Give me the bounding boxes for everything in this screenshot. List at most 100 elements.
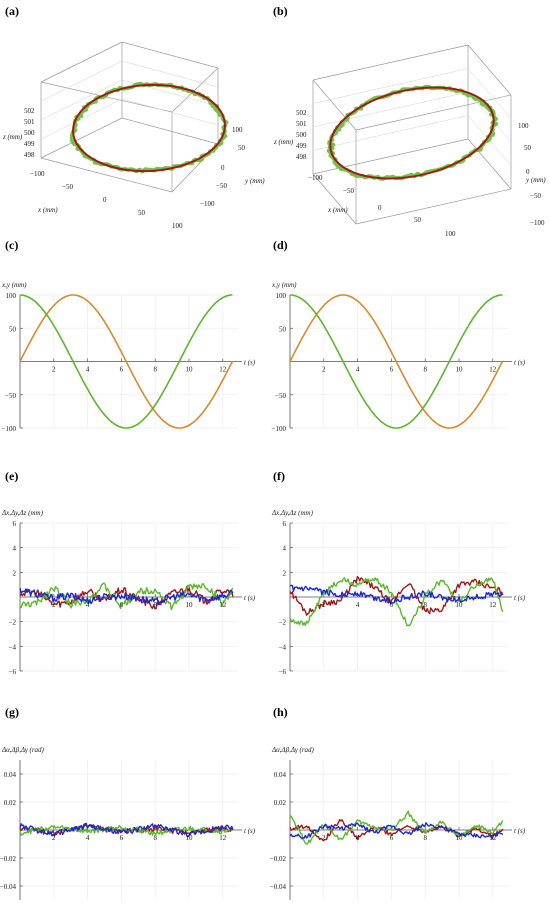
box-gridline [40, 98, 123, 140]
y-tick-label: 50 [238, 144, 246, 152]
box-edge-bottom [312, 173, 357, 225]
y-tick-label: −0.04 [270, 883, 287, 891]
y-axis-label: Δα,Δβ,Δγ (rad) [1, 746, 45, 754]
x-tick-label: −100 [30, 170, 45, 178]
box-gridline [312, 68, 469, 104]
x-tick-label: 2 [52, 366, 56, 374]
z-tick-label: 498 [296, 153, 307, 161]
axes-f [289, 522, 512, 672]
series-line-1 [290, 294, 503, 429]
x-tick-label: 6 [390, 366, 394, 374]
z-tick-label: 499 [296, 142, 307, 150]
y-tick-label: −4 [279, 643, 287, 651]
x-axis-label: t (s) [514, 827, 526, 835]
panel-label-h: (h) [273, 705, 288, 719]
panel-label-c: (c) [5, 238, 19, 252]
x-tick-label: 4 [356, 366, 360, 374]
box-gridline [121, 98, 219, 126]
y-tick-label: −6 [9, 668, 17, 676]
x-axis-label: x (mm) [327, 206, 348, 214]
y-tick-label: 0 [221, 164, 225, 172]
z-tick-label: 501 [24, 118, 35, 126]
x-tick-label: 100 [172, 222, 183, 230]
z-tick-label: 500 [296, 131, 307, 139]
z-tick-label: 502 [296, 109, 307, 117]
panel-label-b: (b) [273, 4, 288, 18]
series-line-1 [19, 582, 234, 611]
y-tick-label: −50 [216, 182, 227, 190]
y-tick-label: 100 [6, 292, 17, 300]
x-tick-label: 6 [390, 601, 394, 609]
y-axis-label: y (mm) [244, 177, 265, 185]
y-tick-label: −50 [530, 192, 541, 200]
y-tick-label: −50 [5, 392, 16, 400]
x-tick-label: 0 [103, 196, 107, 204]
x-tick-label: 8 [423, 601, 427, 609]
x-tick-label: 100 [445, 230, 456, 238]
x-tick-label: 2 [52, 834, 56, 842]
x-tick-label: 2 [52, 601, 56, 609]
y-tick-label: 4 [13, 545, 17, 553]
box-gridline [40, 79, 123, 121]
series-line-1 [289, 577, 504, 627]
series-line-2 [289, 822, 504, 840]
z-axis-label: z (mm) [273, 138, 294, 146]
x-tick-label: 12 [219, 366, 227, 374]
y-tick-label: 100 [232, 126, 243, 134]
y-tick-label: −4 [9, 643, 17, 651]
x-tick-label: 10 [185, 601, 193, 609]
x-axis-label: t (s) [514, 594, 526, 602]
box-edge-bottom [355, 188, 512, 225]
x-axis-label: t (s) [244, 594, 256, 602]
box-edge-top [171, 67, 219, 113]
z-tick-label: 501 [296, 120, 307, 128]
series-line-0 [19, 585, 234, 610]
x-tick-label: 12 [219, 834, 227, 842]
y-tick-label: 2 [13, 569, 17, 577]
reference-trajectory [329, 86, 495, 180]
box-edge-top [312, 79, 357, 131]
x-axis-label: t (s) [244, 359, 256, 367]
axes-e [19, 522, 242, 672]
box-edge-top [467, 44, 512, 96]
y-tick-label: 50 [9, 325, 17, 333]
x-tick-label: 8 [153, 366, 157, 374]
y-tick-label: −0.04 [0, 883, 16, 891]
y-tick-label: 50 [524, 144, 532, 152]
x-tick-label: 12 [219, 601, 227, 609]
box-edge-bottom [40, 157, 173, 193]
z-axis-label: z (mm) [2, 133, 23, 141]
y-tick-label: −0.02 [0, 855, 16, 863]
z-tick-label: 502 [24, 107, 35, 115]
box-edge-bottom [467, 138, 512, 190]
y-tick-label: −100 [200, 200, 215, 208]
x-tick-label: 12 [489, 601, 497, 609]
x-tick-label: 12 [489, 366, 497, 374]
x-tick-label: −50 [343, 187, 354, 195]
series-line-0 [19, 294, 234, 429]
x-tick-label: 8 [153, 601, 157, 609]
panel-label-d: (d) [273, 238, 288, 252]
3d-plot-b [312, 44, 512, 225]
x-tick-label: 4 [356, 601, 360, 609]
series-line-2 [19, 822, 234, 838]
x-tick-label: 50 [138, 209, 146, 217]
x-tick-label: 8 [153, 834, 157, 842]
y-tick-label: −100 [2, 425, 17, 433]
series-line-2 [289, 584, 504, 604]
y-tick-label: 0.04 [4, 771, 17, 779]
x-tick-label: 12 [489, 834, 497, 842]
series-line-0 [289, 819, 504, 842]
series-line-0 [289, 575, 504, 616]
x-tick-label: −50 [62, 183, 73, 191]
x-tick-label: 6 [120, 601, 124, 609]
z-tick-label: 500 [24, 129, 35, 137]
x-tick-label: 10 [455, 601, 463, 609]
y-tick-label: −2 [279, 619, 287, 627]
x-tick-label: 8 [423, 834, 427, 842]
box-gridline [121, 60, 219, 88]
box-gridline [312, 91, 469, 128]
y-axis-label: y (mm) [525, 176, 546, 184]
box-gridline [40, 60, 123, 102]
x-tick-label: 6 [120, 366, 124, 374]
